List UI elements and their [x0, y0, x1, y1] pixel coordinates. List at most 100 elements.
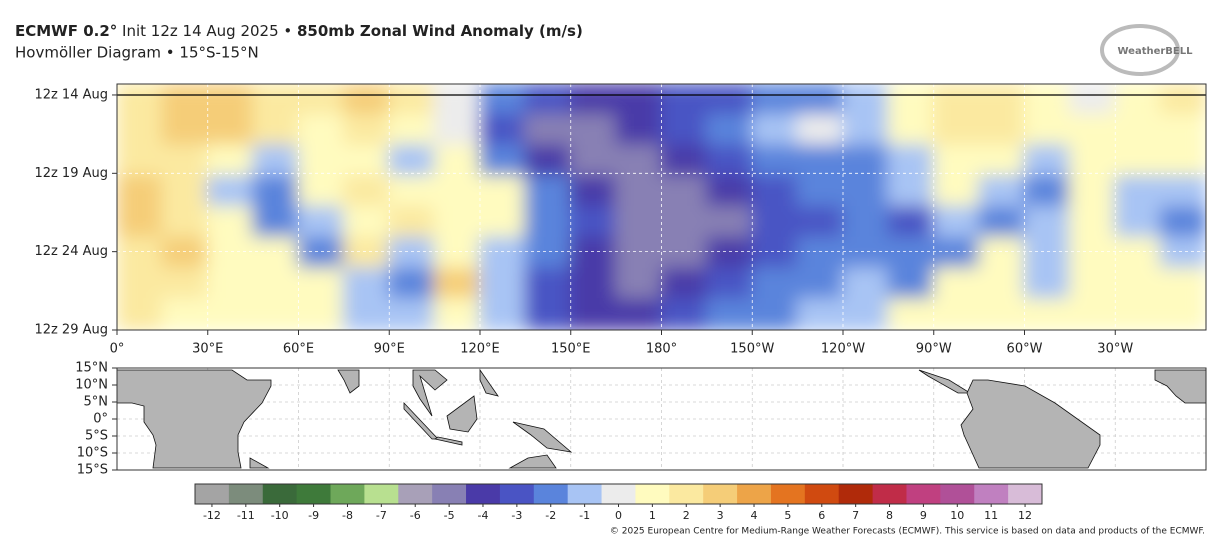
colorbar-tick-label: -8	[342, 509, 353, 522]
heat-cell	[342, 236, 391, 270]
heat-cell	[978, 84, 1026, 116]
heat-cell	[524, 206, 572, 239]
heat-cell	[1159, 84, 1206, 116]
title-field: 850mb Zonal Wind Anomaly (m/s)	[297, 22, 583, 40]
heat-cell	[569, 84, 618, 116]
heat-cell	[433, 175, 481, 208]
heat-cell	[978, 236, 1026, 270]
heat-cell	[479, 144, 527, 178]
heat-cell	[1068, 175, 1117, 208]
heat-cell	[206, 267, 255, 301]
heat-cell	[705, 113, 754, 147]
colorbar-box	[872, 484, 907, 504]
heat-cell	[388, 206, 436, 239]
heat-cell	[1023, 206, 1071, 239]
heat-cell	[796, 206, 844, 239]
heat-cell	[1068, 267, 1117, 301]
heat-cell	[751, 84, 799, 116]
south-america	[960, 379, 1101, 469]
title-model: ECMWF 0.2°	[15, 22, 117, 40]
colorbar-box	[296, 484, 332, 504]
land	[116, 368, 1207, 469]
x-tick-label: 60°E	[283, 342, 314, 357]
heat-cell	[297, 144, 345, 178]
map-y-tick-label: 15°N	[75, 361, 108, 376]
heat-cell	[1114, 113, 1162, 147]
heat-cell	[751, 175, 799, 208]
heat-cell	[887, 144, 935, 178]
heat-cell	[660, 113, 708, 147]
colorbar-tick-label: 10	[950, 509, 964, 522]
heat-cell	[1159, 144, 1206, 178]
heat-cell	[569, 267, 618, 301]
colorbar-tick-label: 2	[683, 509, 690, 522]
heat-cell	[887, 84, 935, 116]
heat-cell	[479, 236, 527, 270]
heat-cell	[342, 298, 391, 330]
x-tick-label: 150°W	[730, 342, 774, 357]
heat-cell	[842, 144, 890, 178]
x-tick-label: 90°W	[916, 342, 952, 357]
heat-cell	[117, 84, 164, 116]
colorbar-tick-label: -12	[203, 509, 221, 522]
heat-cell	[660, 236, 708, 270]
heat-cell	[705, 236, 754, 270]
heat-cell	[887, 113, 935, 147]
heat-cell	[161, 144, 209, 178]
heat-cell	[524, 236, 572, 270]
heat-cell	[751, 113, 799, 147]
map-y-tick-label: 0°	[93, 412, 108, 427]
heat-cell	[297, 113, 345, 147]
colorbar-box	[703, 484, 738, 504]
colorbar-box	[567, 484, 603, 504]
colorbar-tick-label: 5	[784, 509, 791, 522]
x-tick-label: 0°	[110, 342, 125, 357]
heat-cell	[252, 206, 300, 239]
heat-cell	[1023, 175, 1071, 208]
colorbar-box	[804, 484, 840, 504]
colorbar-tick-label: 1	[649, 509, 656, 522]
heat-cell	[1159, 267, 1206, 301]
heat-cell	[117, 113, 164, 147]
colorbar-box	[330, 484, 365, 504]
heat-cell	[297, 84, 345, 116]
heat-cell	[842, 84, 890, 116]
heat-cell	[433, 84, 481, 116]
heat-cell	[615, 236, 663, 270]
heat-cell	[433, 298, 481, 330]
heat-cell	[1023, 144, 1071, 178]
colorbar-tick-label: -10	[271, 509, 289, 522]
x-tick-label: 30°W	[1097, 342, 1133, 357]
x-tick-label: 180°	[646, 342, 677, 357]
heat-cell	[796, 84, 844, 116]
colorbar-box	[195, 484, 230, 504]
heat-cell	[161, 206, 209, 239]
heat-cell	[524, 144, 572, 178]
central-america	[918, 369, 972, 394]
heat-cell	[161, 236, 209, 270]
heat-cell	[1159, 175, 1206, 208]
heatmap-cells	[117, 84, 1206, 330]
heat-cell	[388, 236, 436, 270]
heat-cell	[1114, 298, 1162, 330]
colorbar-box	[906, 484, 941, 504]
heat-cell	[433, 236, 481, 270]
heat-cell	[842, 206, 890, 239]
heat-cell	[297, 175, 345, 208]
heat-cell	[117, 236, 164, 270]
heat-cell	[932, 175, 981, 208]
heat-cell	[660, 144, 708, 178]
heat-cell	[842, 298, 890, 330]
map-y-tick-label: 5°N	[84, 395, 109, 410]
heat-cell	[887, 175, 935, 208]
borneo	[446, 395, 478, 433]
heat-cell	[479, 175, 527, 208]
heat-cell	[342, 144, 391, 178]
logo-text: WeatherBELL	[1117, 46, 1193, 57]
heat-cell	[615, 175, 663, 208]
africa	[116, 369, 272, 469]
colorbar-tick-label: 8	[886, 509, 893, 522]
heat-cell	[388, 267, 436, 301]
colorbar-tick-label: -1	[579, 509, 590, 522]
heat-cell	[1068, 84, 1117, 116]
